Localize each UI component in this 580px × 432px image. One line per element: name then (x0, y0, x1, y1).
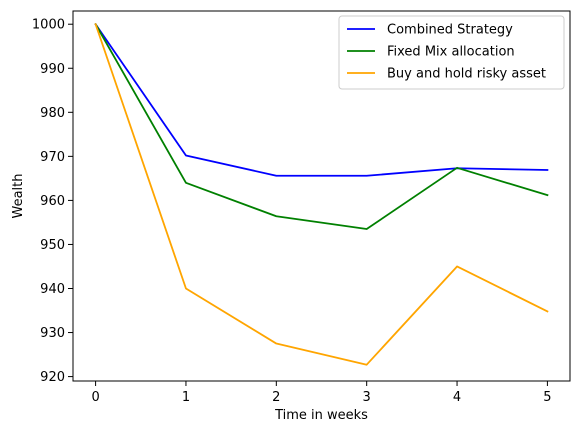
series-line-2 (94, 22, 549, 230)
legend: Combined Strategy Fixed Mix allocation Buy… (338, 15, 565, 90)
y-axis-ticks: 920 930 940 950 960 970 980 990 1000 (32, 18, 73, 385)
series-line-3 (94, 23, 549, 366)
x-tick-label: 0 (91, 390, 99, 405)
y-axis-label: Wealth (11, 173, 26, 218)
legend-label-3: Buy and hold risky asset (387, 67, 546, 82)
x-tick-label: 1 (182, 390, 190, 405)
y-tick-label: 930 (40, 326, 65, 341)
y-tick-label: 920 (40, 370, 65, 385)
y-tick-label: 940 (40, 282, 65, 297)
x-tick-label: 5 (543, 390, 551, 405)
x-tick-label: 3 (363, 390, 371, 405)
y-tick-label: 1000 (32, 18, 65, 33)
y-tick-label: 990 (40, 62, 65, 77)
legend-label-1: Combined Strategy (387, 23, 513, 38)
legend-label-2: Fixed Mix allocation (387, 45, 515, 60)
series-lines (94, 22, 549, 366)
x-tick-label: 2 (272, 390, 280, 405)
y-tick-label: 970 (40, 150, 65, 165)
plot-area (72, 10, 571, 382)
x-axis-label: Time in weeks (274, 408, 368, 423)
y-tick-label: 960 (40, 194, 65, 209)
x-tick-label: 4 (453, 390, 461, 405)
y-tick-label: 980 (40, 106, 65, 121)
x-axis-ticks: 0 1 2 3 4 5 (91, 381, 552, 405)
axes-frame (72, 10, 571, 382)
y-tick-label: 950 (40, 238, 65, 253)
legend-box (338, 15, 565, 90)
series-line-1 (94, 22, 549, 177)
